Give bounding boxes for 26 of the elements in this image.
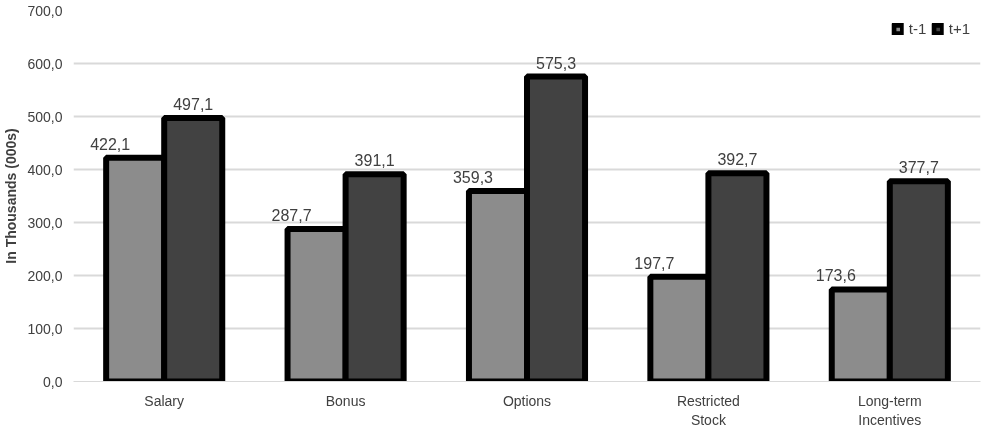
y-tick-label: 0,0 — [43, 373, 63, 390]
x-tick-label: Salary — [144, 392, 185, 409]
x-tick-label: Options — [502, 392, 552, 409]
data-label: 392,7 — [717, 151, 758, 169]
x-tick-label: Restricted Stock — [676, 392, 740, 428]
data-label: 377,7 — [898, 159, 939, 177]
legend-label: t-1 — [908, 20, 928, 37]
data-label: 173,6 — [815, 267, 856, 285]
y-tick-label: 700,0 — [27, 2, 63, 19]
data-label: 391,1 — [354, 152, 395, 170]
y-tick-label: 200,0 — [27, 267, 63, 284]
data-label: 197,7 — [634, 254, 675, 272]
y-tick-label: 600,0 — [27, 55, 63, 72]
data-label: 575,3 — [536, 54, 577, 72]
legend-label: t+1 — [948, 20, 970, 37]
data-label: 422,1 — [90, 135, 131, 153]
y-tick-label: 500,0 — [27, 108, 63, 125]
y-tick-label: 300,0 — [27, 214, 63, 231]
data-label: 359,3 — [452, 169, 494, 187]
data-label: 497,1 — [173, 96, 214, 114]
data-label: 287,7 — [271, 207, 312, 225]
y-tick-label: 100,0 — [27, 320, 63, 337]
y-tick-label: 400,0 — [27, 161, 63, 178]
x-tick-label: Bonus — [325, 392, 366, 409]
x-tick-label: Long-term Incentives — [857, 392, 922, 428]
y-axis-title: In Thousands (000s) — [3, 128, 20, 264]
